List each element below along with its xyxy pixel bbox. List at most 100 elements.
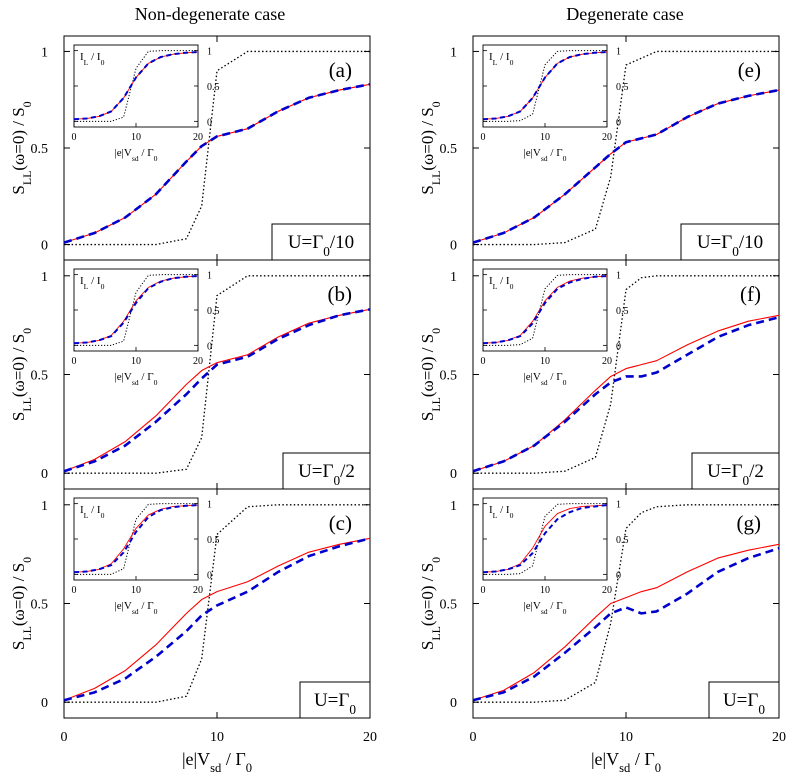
u-label: U=Γ0/2 xyxy=(707,461,764,488)
inset-x-tick-label: 0 xyxy=(72,585,77,596)
x-tick-label: 10 xyxy=(210,730,224,745)
x-tick-label: 20 xyxy=(772,730,786,745)
y-axis-label: SLL(ω=0) / S0 xyxy=(418,328,443,421)
inset-x-tick-label: 10 xyxy=(540,132,550,143)
inset-y-tick-label: 1 xyxy=(207,500,212,511)
y-tick-label: 0 xyxy=(450,239,457,254)
inset-y-axis-label: IL / I0 xyxy=(489,504,514,520)
inset-series-line-blue xyxy=(73,504,199,574)
inset-x-tick-label: 0 xyxy=(481,585,486,596)
inset-x-tick-label: 20 xyxy=(602,585,612,596)
u-label: U=Γ0/10 xyxy=(697,232,763,259)
panel-letter: (b) xyxy=(328,282,353,306)
panel-letter: (a) xyxy=(329,58,352,82)
inset-series-line-blue xyxy=(482,504,608,574)
series-line-red xyxy=(63,83,371,244)
column-title-right: Degenerate case xyxy=(566,4,683,24)
y-axis-label: SLL(ω=0) / S0 xyxy=(418,557,443,650)
u-label: U=Γ0 xyxy=(723,690,765,717)
series-line-black xyxy=(473,275,779,474)
inset-x-axis-label: |e|Vsd / Γ0 xyxy=(524,147,567,163)
inset-y-tick-label: 0 xyxy=(207,341,212,352)
series-line-blue xyxy=(472,546,780,702)
inset-x-tick-label: 0 xyxy=(481,132,486,143)
inset-y-axis-label: IL / I0 xyxy=(80,51,105,67)
x-axis-label-left: |e|Vsd / Γ0 xyxy=(182,749,252,775)
inset-series-line-black xyxy=(483,50,607,122)
inset-y-tick-label: 0.5 xyxy=(207,535,220,546)
inset-series-line-blue xyxy=(73,275,199,345)
y-axis-label: SLL(ω=0) / S0 xyxy=(418,101,443,194)
inset-x-tick-label: 10 xyxy=(131,356,141,367)
panel-letter: (c) xyxy=(329,511,352,535)
y-axis-labels: SLL(ω=0) / S0 SLL(ω=0) / S0 SLL(ω=0) / S0 S… xyxy=(9,101,443,650)
y-tick-label: 1 xyxy=(450,499,457,514)
inset-y-tick-label: 1 xyxy=(616,500,621,511)
x-tick-label: 10 xyxy=(619,730,633,745)
inset-series-line-blue xyxy=(482,51,608,121)
series-line-red xyxy=(472,543,780,701)
y-axis-label: SLL(ω=0) / S0 xyxy=(9,328,34,421)
inset-y-axis-label: IL / I0 xyxy=(489,51,514,67)
y-tick-label: 0 xyxy=(41,696,48,711)
y-tick-label: 1 xyxy=(41,270,48,285)
y-tick-label: 1 xyxy=(41,45,48,60)
u-label-box xyxy=(271,223,371,261)
inset-y-tick-label: 1 xyxy=(207,271,212,282)
inset-y-tick-label: 1 xyxy=(207,47,212,58)
panel-letter: (e) xyxy=(738,58,761,82)
inset-y-tick-label: 1 xyxy=(616,47,621,58)
inset-series-line-black xyxy=(483,274,607,346)
inset-x-tick-label: 20 xyxy=(602,356,612,367)
inset-x-tick-label: 0 xyxy=(72,132,77,143)
inset-y-axis-label: IL / I0 xyxy=(489,275,514,291)
series-line-blue xyxy=(63,537,371,702)
inset-x-tick-label: 20 xyxy=(193,585,203,596)
inset-x-axis-label: |e|Vsd / Γ0 xyxy=(115,371,158,387)
x-axis-label-right: |e|Vsd / Γ0 xyxy=(591,749,661,775)
x-tick-label: 0 xyxy=(61,730,68,745)
x-tick-label: 20 xyxy=(363,730,377,745)
inset-x-tick-label: 20 xyxy=(602,132,612,143)
y-tick-label: 0.5 xyxy=(440,369,458,384)
series-line-blue xyxy=(472,88,780,244)
inset-y-tick-label: 0.5 xyxy=(207,306,220,317)
inset-x-tick-label: 20 xyxy=(193,356,203,367)
inset-frame xyxy=(73,268,199,352)
inset-y-tick-label: 0.5 xyxy=(616,535,629,546)
u-label-box xyxy=(708,681,780,719)
series-line-black xyxy=(473,50,779,246)
panel-letter: (f) xyxy=(740,282,761,306)
y-tick-label: 0.5 xyxy=(31,142,49,157)
inset-x-tick-label: 0 xyxy=(72,356,77,367)
u-label-box xyxy=(282,452,371,490)
u-label-box xyxy=(299,681,371,719)
inset-x-tick-label: 0 xyxy=(481,356,486,367)
inset-y-tick-label: 0 xyxy=(616,117,621,128)
inset-series-line-blue xyxy=(73,51,199,121)
inset-series-line-black xyxy=(74,274,198,346)
series-line-black xyxy=(64,504,370,703)
inset-y-axis-label: IL / I0 xyxy=(80,504,105,520)
inset-x-tick-label: 10 xyxy=(540,585,550,596)
inset-y-tick-label: 0 xyxy=(207,117,212,128)
inset-x-axis-label: |e|Vsd / Γ0 xyxy=(115,147,158,163)
inset-y-tick-label: 0 xyxy=(616,570,621,581)
y-tick-label: 0 xyxy=(450,696,457,711)
y-tick-label: 0.5 xyxy=(440,598,458,613)
inset-y-tick-label: 0 xyxy=(616,341,621,352)
u-label: U=Γ0/10 xyxy=(288,232,354,259)
inset-x-tick-label: 10 xyxy=(540,356,550,367)
inset-x-tick-label: 20 xyxy=(193,132,203,143)
inset-x-tick-label: 10 xyxy=(131,585,141,596)
inset-y-axis-label: IL / I0 xyxy=(80,275,105,291)
